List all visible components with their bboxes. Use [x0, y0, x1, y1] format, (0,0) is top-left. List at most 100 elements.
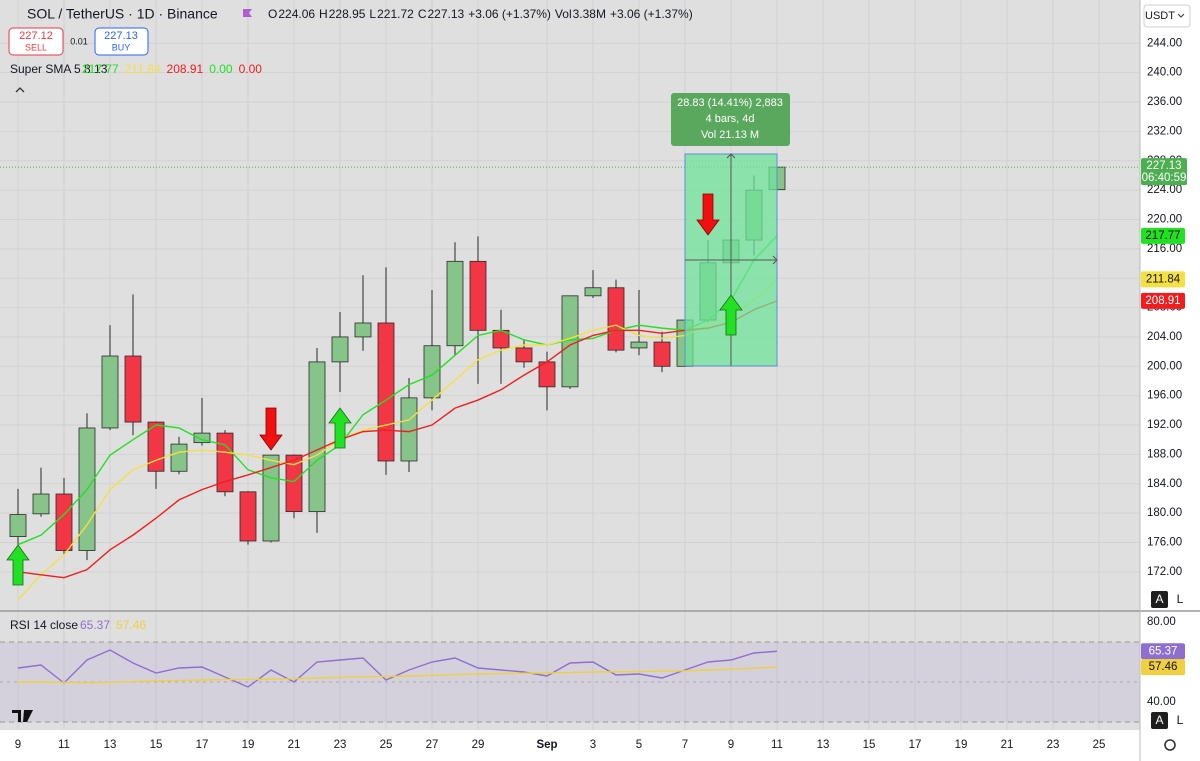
- rsi-line: [18, 666, 778, 684]
- quote-text: L: [369, 7, 376, 21]
- y-tick-label: 224.00: [1147, 184, 1182, 196]
- x-tick-label: 17: [196, 739, 209, 751]
- measure-label-box: [671, 93, 790, 146]
- quote-text: H: [319, 7, 328, 21]
- indicator-value: 217.77: [82, 62, 119, 76]
- price-tag: [1141, 227, 1185, 244]
- price-tag: [1141, 659, 1185, 676]
- candle-body: [446, 260, 464, 347]
- axis-background: [1140, 0, 1200, 761]
- auto-button[interactable]: [1151, 591, 1168, 608]
- chevron: [1177, 13, 1185, 18]
- quote: O 224.06 H 228.95 L 221.72 C 227.13 +3.06 (+1.37…: [268, 7, 693, 21]
- price-tag-label: 217.77: [1145, 230, 1180, 242]
- buy-price: 227.13: [104, 30, 138, 42]
- buy-arrow: [328, 407, 352, 449]
- y-tick-label: 40.00: [1147, 696, 1176, 708]
- indicator-values: 217.77 211.84 208.91 0.00 0.00: [82, 62, 262, 76]
- log-label[interactable]: L: [1177, 592, 1184, 606]
- price-tag-label: 65.37: [1149, 645, 1178, 657]
- candle-body: [630, 341, 648, 349]
- candle-body: [193, 432, 211, 444]
- sma-line: [17, 235, 778, 546]
- price-tag: [1141, 271, 1185, 288]
- price-tag-label: 208.91: [1145, 295, 1180, 307]
- auto-button[interactable]: [1151, 712, 1168, 729]
- rsi-value: 57.46: [116, 618, 146, 632]
- buy-label: BUY: [112, 42, 131, 52]
- x-tick-label: 13: [817, 739, 830, 751]
- y-tick-label: 220.00: [1147, 214, 1182, 226]
- y-tick-label: 216.00: [1147, 243, 1182, 255]
- log-label[interactable]: L: [1177, 713, 1184, 727]
- candle-body: [9, 514, 27, 537]
- candle-body: [124, 355, 142, 423]
- spread: 0.01: [70, 36, 88, 46]
- sell-button[interactable]: [8, 27, 64, 56]
- x-tick-label: 23: [334, 739, 347, 751]
- x-tick-label: 21: [288, 739, 301, 751]
- price-tag: [1141, 643, 1185, 660]
- tv-logo: [12, 710, 33, 722]
- flag-icon: [243, 9, 252, 17]
- candle-body: [331, 336, 349, 363]
- quote-text: +3.06 (+1.37%): [610, 7, 693, 21]
- rsi-line: [17, 649, 778, 688]
- x-tick-label: 15: [150, 739, 163, 751]
- currency-button[interactable]: [1143, 4, 1191, 28]
- candle-body: [216, 432, 234, 493]
- y-tick-label: 244.00: [1147, 37, 1182, 49]
- time-axis-background: [0, 730, 1140, 761]
- settings-icon[interactable]: [1164, 739, 1176, 751]
- candle-body: [101, 355, 119, 429]
- sell-arrow: [696, 193, 720, 236]
- rsi-title: RSI 14 close: [10, 618, 78, 632]
- y-tick-label: 172.00: [1147, 566, 1182, 578]
- measure-text: 28.83 (14.41%) 2,883: [677, 97, 783, 109]
- buy-button[interactable]: [94, 27, 149, 56]
- auto-label: A: [1155, 592, 1163, 606]
- x-tick-label: 15: [863, 739, 876, 751]
- candle-body: [147, 421, 165, 472]
- indicator-value: 0.00: [239, 62, 263, 76]
- quote-text: 221.72: [377, 7, 414, 21]
- sma-line: [17, 278, 778, 601]
- buy-signals: [6, 294, 743, 586]
- quote-text: +3.06 (+1.37%): [468, 7, 551, 21]
- candle-body: [308, 361, 326, 513]
- x-tick-label: 5: [636, 739, 642, 751]
- candle-body: [354, 322, 372, 338]
- candle-body: [515, 347, 533, 363]
- candle-body: [285, 454, 303, 513]
- grid: [0, 0, 1140, 730]
- candle-body: [377, 322, 395, 462]
- auto-label: A: [1155, 713, 1163, 727]
- y-tick-label: 180.00: [1147, 507, 1182, 519]
- x-tick-label: 11: [771, 739, 783, 751]
- y-tick-label: 196.00: [1147, 390, 1182, 402]
- candle-body: [423, 345, 441, 399]
- rsi-value: 65.37: [80, 618, 110, 632]
- measure-arrows: [726, 153, 778, 265]
- price-tag: [1141, 292, 1185, 309]
- x-tick-label: Sep: [536, 739, 557, 751]
- candle-body: [239, 491, 257, 542]
- sell-arrow: [259, 407, 283, 451]
- indicator-value: 0.00: [209, 62, 233, 76]
- x-tick-label: 19: [955, 739, 968, 751]
- indicator-title: Super SMA 5 8 13: [10, 62, 108, 76]
- currency: USDT: [1145, 10, 1175, 22]
- indicator-value: 208.91: [167, 62, 204, 76]
- y-tick-label: 240.00: [1147, 67, 1182, 79]
- x-tick-label: 27: [426, 739, 439, 751]
- y-tick-label: 184.00: [1147, 478, 1182, 490]
- x-tick-label: 11: [58, 739, 70, 751]
- collapse-icon[interactable]: [15, 87, 25, 93]
- y-tick-label: 236.00: [1147, 96, 1182, 108]
- x-tick-label: 3: [590, 739, 596, 751]
- y-tick-label: 204.00: [1147, 331, 1182, 343]
- candle-body: [55, 493, 73, 551]
- y-tick-label: 176.00: [1147, 536, 1182, 548]
- buy-arrow: [6, 544, 30, 586]
